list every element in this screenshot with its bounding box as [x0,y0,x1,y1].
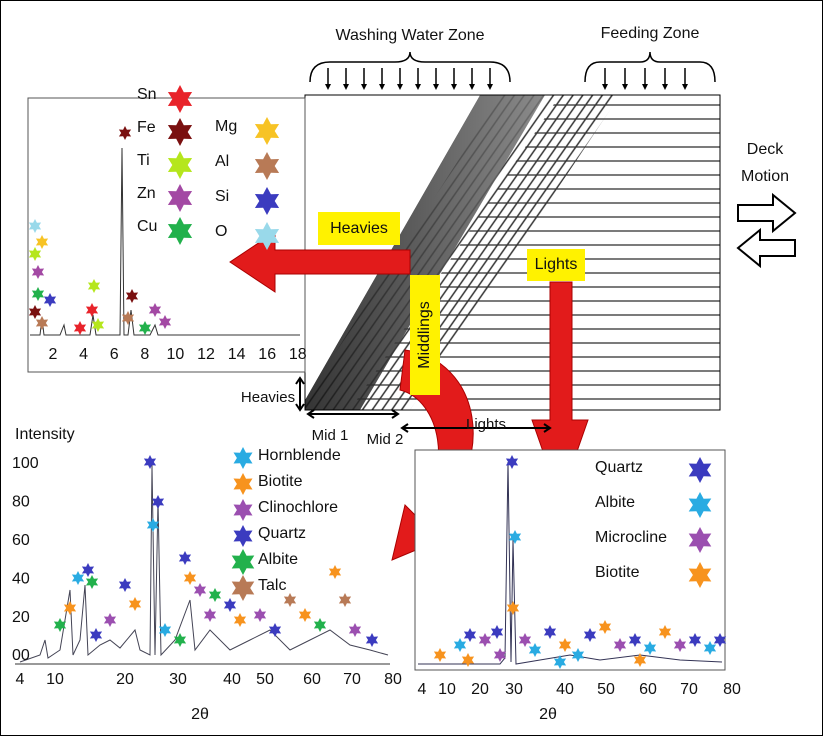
x-title: 2θ [191,706,209,723]
y-tick-label: 60 [12,532,30,549]
x-tick-label: 70 [343,671,361,688]
x-tick-label: 6 [110,346,119,363]
x-tick-label: 80 [384,671,402,688]
deck-label: Heavies [241,389,295,406]
y-tick-label: 100 [12,455,39,472]
zone-label: Washing Water Zone [335,27,484,44]
figure: Washing Water Zone Feeding Zone Deck Mot… [0,0,823,736]
y-title: Intensity [15,426,75,443]
arrow-label: Lights [535,256,578,273]
x-tick-label: 8 [140,346,149,363]
x-tick-label: 12 [197,346,215,363]
x-tick-label: 4 [16,671,25,688]
y-tick-label: 00 [12,647,30,664]
y-tick-label: 40 [12,570,30,587]
y-tick-label: 80 [12,494,30,511]
legend-label: O [215,223,227,240]
legend-label: Al [215,153,229,170]
legend-label: Biotite [258,473,303,490]
legend-label: Sn [137,86,157,103]
x-tick-label: 14 [228,346,246,363]
legend-label: Cu [137,218,157,235]
legend-label: Zn [137,185,156,202]
legend-label: Microcline [595,529,667,546]
zone-label: Feeding Zone [601,25,700,42]
x-title: 2θ [539,706,557,723]
x-tick-label: 40 [556,681,574,698]
deck-label: Lights [466,416,506,433]
legend-label: Si [215,188,229,205]
deck-label: Mid 1 [312,427,349,444]
legend-label: Albite [595,494,635,511]
legend-label: Mg [215,118,237,135]
legend-label: Quartz [595,459,643,476]
x-tick-label: 50 [597,681,615,698]
legend-label: Quartz [258,525,306,542]
x-tick-label: 4 [418,681,427,698]
deck-motion-label: Deck [747,141,784,158]
legend-label: Ti [137,152,150,169]
x-tick-label: 30 [169,671,187,688]
x-tick-label: 20 [116,671,134,688]
legend-label: Fe [137,119,156,136]
x-tick-label: 30 [505,681,523,698]
x-tick-label: 50 [256,671,274,688]
deck-motion-label: Motion [741,168,789,185]
x-tick-label: 80 [723,681,741,698]
x-tick-label: 2 [49,346,58,363]
deck-label: Mid 2 [367,431,404,448]
page: {"zones": {"washing": "Washing Water Zon… [0,0,823,736]
x-tick-label: 20 [471,681,489,698]
x-tick-label: 60 [303,671,321,688]
x-tick-label: 10 [46,671,64,688]
legend-label: Biotite [595,564,640,581]
legend-label: Clinochlore [258,499,338,516]
x-tick-label: 10 [167,346,185,363]
x-tick-label: 40 [223,671,241,688]
arrow-label: Middlings [416,301,433,369]
arrow-label: Heavies [330,220,388,237]
legend-label: Talc [258,577,286,594]
y-tick-label: 20 [12,609,30,626]
legend-label: Albite [258,551,298,568]
x-tick-label: 18 [289,346,307,363]
x-tick-label: 10 [438,681,456,698]
x-tick-label: 70 [680,681,698,698]
x-tick-label: 16 [258,346,276,363]
x-tick-label: 60 [639,681,657,698]
x-tick-label: 4 [79,346,88,363]
lights-panel [415,450,725,670]
legend-label: Hornblende [258,447,341,464]
